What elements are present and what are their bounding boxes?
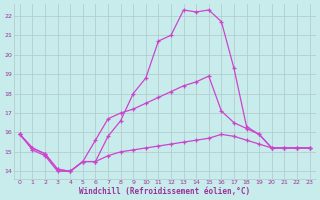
X-axis label: Windchill (Refroidissement éolien,°C): Windchill (Refroidissement éolien,°C): [79, 187, 250, 196]
